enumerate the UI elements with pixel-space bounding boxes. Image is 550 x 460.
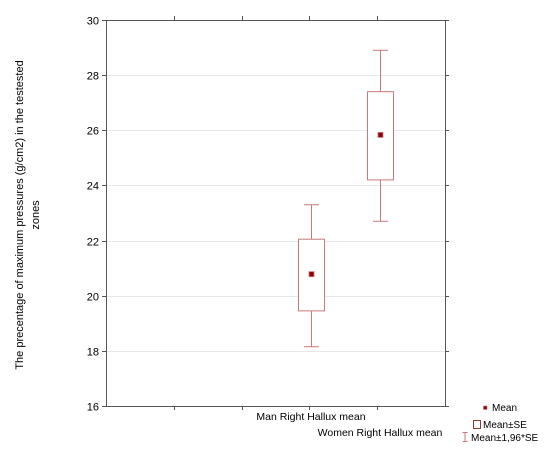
legend-label-mean-se: Mean±SE [483,420,527,431]
legend-label-mean: Mean [492,403,517,414]
y-tick-label: 28 [87,71,99,83]
y-tick-labels: 16 18 20 22 24 26 28 30 [87,16,99,414]
boxes [298,49,394,348]
mean-point [308,271,315,278]
y-axis-label-line-1: The precentage of maximum pressures (g/c… [14,60,26,369]
x-category-label: Man Right Hallux mean [256,411,365,423]
y-axis-label-line-2: zones [30,200,42,230]
box-icon [473,420,481,429]
legend-label-mean-ci: Mean±1,96*SE [471,433,539,444]
legend-item-mean-se: Mean±SE [473,420,527,431]
box-group [367,49,394,222]
y-tick-label: 24 [87,181,99,193]
y-tick-label: 16 [87,402,99,414]
grid-lines [106,20,445,352]
axes [102,16,449,410]
mean-point-icon [483,405,488,410]
legend-item-mean: Mean [483,403,517,414]
x-category-label: Women Right Hallux mean [318,427,443,439]
whisker-icon [462,432,468,442]
y-tick-label: 26 [87,126,99,138]
box-group [298,204,325,348]
y-tick-label: 22 [87,237,99,249]
x-tick-labels: Man Right Hallux mean Women Right Hallux … [256,411,442,439]
legend: Mean Mean±SE Mean±1,96*SE [462,403,539,444]
y-tick-label: 30 [87,16,99,28]
mean-point [377,132,384,138]
plot-frame [106,20,446,407]
legend-item-mean-ci: Mean±1,96*SE [462,432,539,444]
y-tick-label: 18 [87,347,99,359]
y-tick-label: 20 [87,292,99,304]
